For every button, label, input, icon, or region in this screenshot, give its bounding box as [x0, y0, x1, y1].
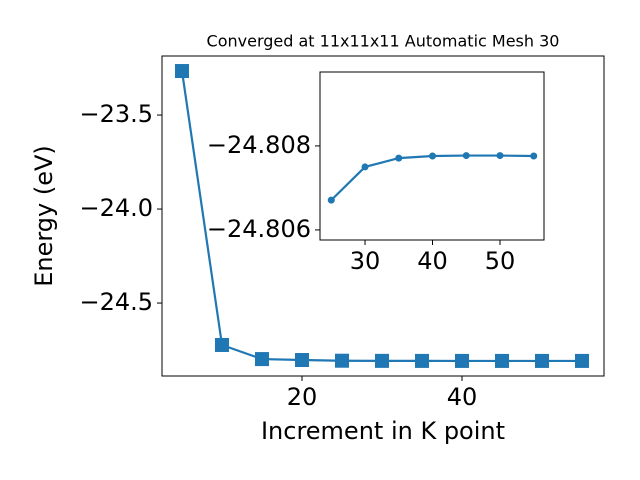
y-tick-label: −24.806 [207, 215, 311, 243]
y-tick-label: −24.0 [79, 194, 153, 222]
axes-frame [161, 55, 605, 377]
point [327, 196, 335, 204]
x-tick-label: 40 [447, 383, 478, 411]
x-axis-label: Increment in K point [261, 417, 505, 445]
point [530, 152, 538, 160]
point [215, 337, 229, 352]
y-tick-label: −24.5 [79, 288, 153, 316]
x-tick-label: 30 [350, 247, 381, 275]
y-tick-label: −23.5 [79, 100, 153, 128]
point [495, 353, 509, 368]
point [375, 353, 389, 368]
point [429, 152, 437, 160]
point [295, 353, 309, 368]
chart-title: Converged at 11x11x11 Automatic Mesh 30 [207, 32, 560, 51]
point [415, 353, 429, 368]
point [395, 154, 403, 162]
x-tick-label: 40 [417, 247, 448, 275]
y-tick-label: −24.808 [207, 131, 311, 159]
point [462, 152, 470, 160]
x-tick-label: 20 [287, 383, 318, 411]
x-tick-label: 50 [485, 247, 516, 275]
point [535, 353, 549, 368]
point [175, 64, 189, 79]
point [361, 163, 369, 171]
y-axis-label: Energy (eV) [30, 145, 58, 287]
point [496, 152, 504, 160]
point [255, 352, 269, 367]
point [335, 353, 349, 368]
axes-frame [319, 71, 545, 241]
point [455, 353, 469, 368]
point [575, 353, 589, 368]
